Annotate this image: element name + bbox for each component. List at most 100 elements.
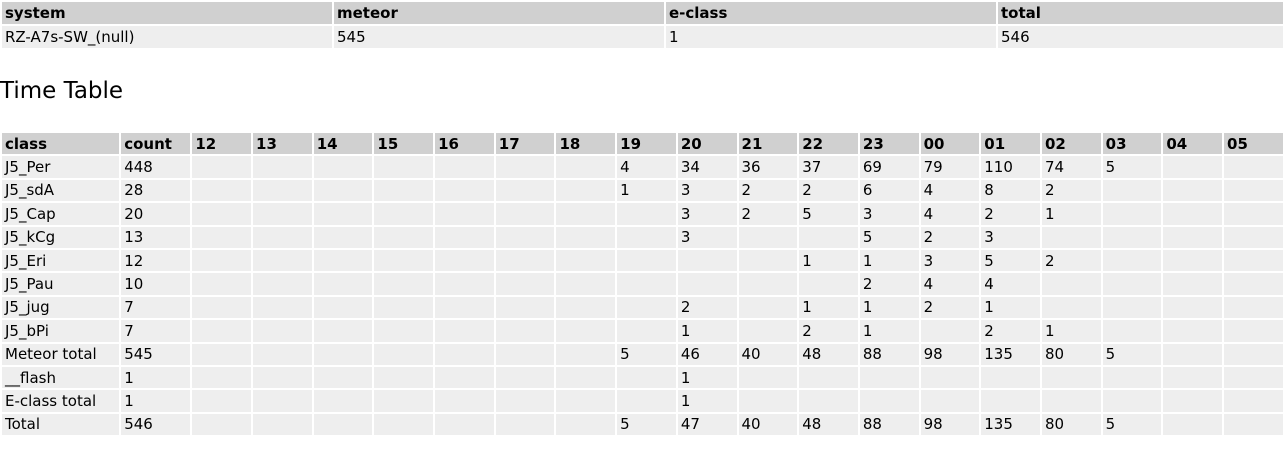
cell (313, 156, 373, 178)
header-cell: system (2, 2, 332, 24)
data-row: Total 546 5 47 40 48 88 98 135 80 5 (2, 413, 1283, 436)
cell (435, 179, 494, 202)
cell (495, 413, 555, 436)
cell: 545 (334, 26, 664, 48)
cell (1163, 156, 1223, 178)
cell (799, 390, 858, 412)
header-cell: class (2, 133, 120, 155)
cell (677, 273, 737, 295)
section-title: Time Table (0, 78, 124, 104)
cell: 28 (121, 179, 191, 202)
cell: 40 (738, 343, 798, 365)
header-cell: 13 (253, 133, 312, 155)
cell: 40 (738, 413, 798, 436)
header-row: system meteor e-class total (2, 2, 1283, 24)
cell: 46 (677, 343, 737, 365)
data-row: J5_jug 7 2 1 1 2 1 (2, 296, 1283, 319)
cell (1163, 203, 1223, 225)
cell (374, 366, 434, 389)
cell (435, 226, 494, 248)
cell (192, 296, 252, 319)
cell (1163, 413, 1223, 436)
cell (435, 273, 494, 295)
cell (1102, 366, 1162, 389)
cell (192, 390, 252, 412)
header-cell: 18 (556, 133, 616, 155)
cell (253, 226, 312, 248)
cell (253, 413, 312, 436)
cell (859, 390, 919, 412)
cell: 37 (799, 156, 858, 178)
data-row: J5_Per 448 4 34 36 37 69 79 110 74 5 (2, 156, 1283, 178)
data-row: Meteor total 545 5 46 40 48 88 98 135 80 5 (2, 343, 1283, 365)
cell (738, 296, 798, 319)
header-cell: 20 (677, 133, 737, 155)
cell (495, 320, 555, 342)
cell (1224, 226, 1283, 248)
cell: 2 (799, 320, 858, 342)
cell: 5 (1102, 343, 1162, 365)
cell (374, 179, 434, 202)
cell (435, 390, 494, 412)
cell (1224, 296, 1283, 319)
cell (313, 413, 373, 436)
cell: 546 (998, 26, 1283, 48)
cell (374, 343, 434, 365)
cell (1224, 390, 1283, 412)
cell (374, 413, 434, 436)
header-cell: 21 (738, 133, 798, 155)
cell: 2 (738, 203, 798, 225)
data-row: RZ-A7s-SW_(null) 545 1 546 (2, 26, 1283, 48)
cell (556, 343, 616, 365)
cell (556, 179, 616, 202)
cell: 135 (981, 413, 1040, 436)
cell (617, 273, 676, 295)
cell (1163, 226, 1223, 248)
cell: J5_sdA (2, 179, 120, 202)
header-cell: 01 (981, 133, 1040, 155)
cell (1163, 343, 1223, 365)
cell (192, 226, 252, 248)
cell (556, 390, 616, 412)
cell (374, 203, 434, 225)
cell: 1 (799, 249, 858, 272)
cell (253, 273, 312, 295)
header-cell: count (121, 133, 191, 155)
cell (556, 296, 616, 319)
cell: 5 (617, 343, 676, 365)
cell (617, 320, 676, 342)
cell (738, 320, 798, 342)
cell (1102, 390, 1162, 412)
cell: 1 (859, 296, 919, 319)
cell (192, 413, 252, 436)
cell (435, 320, 494, 342)
cell: 3 (859, 203, 919, 225)
cell: J5_Per (2, 156, 120, 178)
cell (1102, 226, 1162, 248)
cell (313, 179, 373, 202)
data-row: J5_kCg 13 3 5 2 3 (2, 226, 1283, 248)
cell (192, 249, 252, 272)
cell (192, 156, 252, 178)
header-cell: meteor (334, 2, 664, 24)
cell (556, 273, 616, 295)
cell (313, 320, 373, 342)
cell (738, 249, 798, 272)
cell: 546 (121, 413, 191, 436)
cell: 110 (981, 156, 1040, 178)
cell (253, 296, 312, 319)
cell: 7 (121, 296, 191, 319)
cell: 48 (799, 413, 858, 436)
header-cell: 02 (1041, 133, 1101, 155)
cell (1224, 179, 1283, 202)
cell: J5_Eri (2, 249, 120, 272)
cell: Meteor total (2, 343, 120, 365)
cell: 4 (920, 203, 980, 225)
cell: 47 (677, 413, 737, 436)
header-cell: 05 (1224, 133, 1283, 155)
data-row: J5_Pau 10 2 4 4 (2, 273, 1283, 295)
cell: J5_Cap (2, 203, 120, 225)
cell: 1 (677, 390, 737, 412)
cell (1041, 296, 1101, 319)
